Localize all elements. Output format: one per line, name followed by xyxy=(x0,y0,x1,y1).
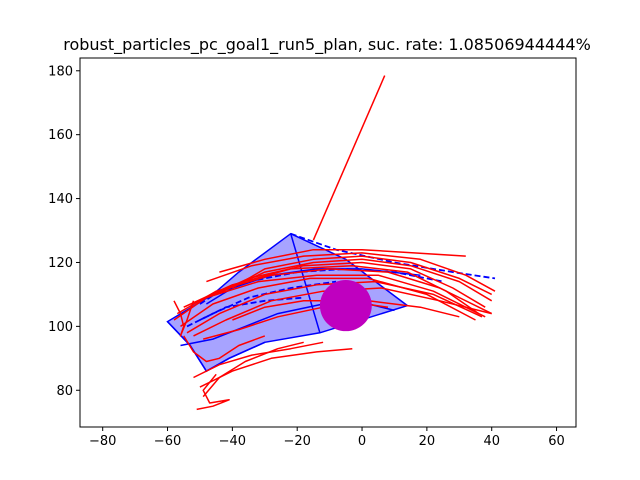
plot-frame xyxy=(79,57,577,428)
particle-trajectory-0 xyxy=(312,75,386,241)
y-tick-label: 80 xyxy=(56,384,73,399)
particle-trajectory-7 xyxy=(180,277,476,328)
x-tick-label: 60 xyxy=(548,434,565,449)
particle-trajectory-18 xyxy=(173,300,195,337)
goal-circle xyxy=(319,280,372,332)
axes: −80 −60 −40 −20 0 20 40 60 80 100 120 140 160 180 xyxy=(48,57,577,449)
plan-dashed-line-3 xyxy=(199,296,304,321)
y-tick-label: 160 xyxy=(48,128,73,143)
y-tick-label: 180 xyxy=(48,64,73,79)
x-tick-label: 0 xyxy=(358,434,366,449)
particle-trajectory-5 xyxy=(176,268,493,315)
y-tick-label: 140 xyxy=(48,192,73,207)
particle-trajectory-2 xyxy=(215,258,493,302)
x-tick-label: 40 xyxy=(483,434,500,449)
particle-trajectory-13 xyxy=(193,341,324,379)
y-tick-label: 120 xyxy=(48,256,73,271)
particle-trajectory-8 xyxy=(186,280,483,334)
x-tick-label: −40 xyxy=(219,434,246,449)
particle-trajectory-11 xyxy=(219,248,466,273)
x-tick-label: −60 xyxy=(154,434,181,449)
particle-trajectory-10 xyxy=(206,252,496,292)
x-tick-label: 20 xyxy=(419,434,436,449)
plot-area xyxy=(166,75,496,411)
plan-dashed-line-0 xyxy=(290,232,496,280)
particle-trajectory-17 xyxy=(183,335,266,363)
chart-title: robust_particles_pc_goal1_run5_plan, suc… xyxy=(63,35,591,55)
particle-trajectory-9 xyxy=(193,287,492,337)
x-tick-label: −20 xyxy=(283,434,310,449)
y-tick-label: 100 xyxy=(48,320,73,335)
plan-line-0 xyxy=(289,233,321,334)
particle-trajectory-15 xyxy=(202,341,304,398)
particle-trajectory-3 xyxy=(199,261,486,308)
particle-trajectory-6 xyxy=(173,274,486,321)
particle-trajectory-1 xyxy=(232,255,493,296)
particle-trajectory-16 xyxy=(196,373,230,411)
x-tick-label: −80 xyxy=(89,434,116,449)
